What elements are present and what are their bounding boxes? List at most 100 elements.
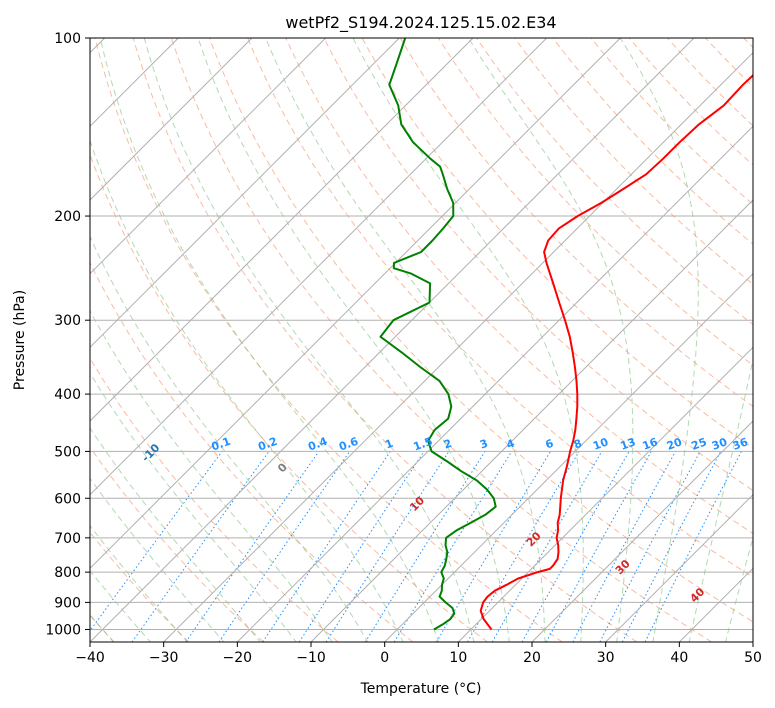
mixing-ratio-label: 6 xyxy=(544,437,556,452)
mixing-ratio-label: 3 xyxy=(478,437,490,452)
mixing-ratio-label: 36 xyxy=(731,435,750,453)
chart-title: wetPf2_S194.2024.125.15.02.E34 xyxy=(285,13,556,33)
moist-adiabat-line xyxy=(99,38,440,642)
x-tick-label: 40 xyxy=(670,650,688,666)
isotherm-line xyxy=(90,38,548,496)
moist-adiabat-line xyxy=(90,477,225,642)
y-tick-label: 700 xyxy=(54,531,81,547)
dry-adiabat-line xyxy=(514,38,753,285)
isotherm-line xyxy=(90,38,474,422)
isotherm-line xyxy=(384,272,753,642)
mixing-ratio-label: 16 xyxy=(641,435,660,453)
y-tick-label: 1000 xyxy=(45,622,81,638)
y-tick-label: 600 xyxy=(54,491,81,507)
moist-adiabat-line xyxy=(90,524,188,642)
isotherm-line xyxy=(531,420,753,642)
mixing-ratio-line xyxy=(621,451,722,642)
mixing-ratio-line xyxy=(545,451,652,642)
isotherm-line xyxy=(90,38,621,570)
dry-adiabat-line xyxy=(361,38,753,449)
x-tick-label: 20 xyxy=(523,650,541,666)
x-tick-label: −30 xyxy=(149,650,179,666)
x-tick-label: 30 xyxy=(597,650,615,666)
mixing-ratio-label: 20 xyxy=(665,435,684,453)
y-axis-label: Pressure (hPa) xyxy=(12,290,28,390)
mixing-ratio-line xyxy=(90,451,223,632)
mixing-ratio-label: 30 xyxy=(710,435,729,453)
mixing-ratio-line xyxy=(185,451,320,642)
mixing-ratio-label: 0.6 xyxy=(337,435,360,454)
isotherm-line xyxy=(236,125,753,642)
dry-adiabat-line xyxy=(170,38,712,642)
moist-adiabat-line xyxy=(688,356,753,642)
dry-adiabat-line xyxy=(132,38,638,642)
isotherm-line xyxy=(90,38,400,349)
mixing-ratio-line xyxy=(298,451,425,642)
x-tick-label: 10 xyxy=(449,650,467,666)
mixing-ratio-label: 0.4 xyxy=(306,435,329,454)
dry-adiabat-line xyxy=(552,38,753,245)
y-tick-label: 400 xyxy=(54,387,81,403)
dry-adiabat-line xyxy=(90,446,264,642)
mixing-ratio-label: 1.5 xyxy=(412,435,435,454)
mixing-ratio-label: 8 xyxy=(572,437,584,452)
y-tick-label: 900 xyxy=(54,595,81,611)
moist-adiabat-line xyxy=(725,535,753,642)
y-tick-label: 500 xyxy=(54,444,81,460)
dewpoint-line xyxy=(379,38,497,631)
x-tick-label: 0 xyxy=(380,650,389,666)
moist-adiabat-line xyxy=(468,38,634,642)
moist-adiabats xyxy=(90,38,753,642)
mixing-ratio-line xyxy=(262,451,391,642)
mixing-ratio-label: 2 xyxy=(442,437,454,452)
dry-adiabat-line xyxy=(590,38,753,206)
mixing-ratio-label: 0.2 xyxy=(256,435,279,454)
moist-adiabat-line xyxy=(197,38,510,642)
dry-adiabat-line xyxy=(285,38,753,535)
isotherm-line xyxy=(90,38,253,201)
dry-adiabats xyxy=(90,38,753,642)
mixing-ratio-line xyxy=(521,451,630,642)
dry-adiabat-line xyxy=(323,38,753,492)
isotherm-line xyxy=(163,51,753,642)
dry-adiabat-line xyxy=(90,261,414,642)
y-tick-label: 800 xyxy=(54,565,81,581)
x-tick-label: 50 xyxy=(744,650,762,666)
mixing-ratio-label: 1 xyxy=(383,437,395,452)
line-labels: -100-90-80-70-60-50-40-30-20-100.10.20.4… xyxy=(90,425,750,605)
moist-adiabat-line xyxy=(619,38,699,642)
mixing-ratio-label: 25 xyxy=(690,435,709,452)
isotherm-line xyxy=(90,38,327,275)
isotherm-line xyxy=(605,493,753,642)
isotherm-line xyxy=(310,199,753,642)
isotherm-line xyxy=(90,38,695,642)
isobars xyxy=(90,38,753,630)
plot-area: -100-90-80-70-60-50-40-30-20-100.10.20.4… xyxy=(90,38,753,642)
isotherm-line xyxy=(457,346,753,642)
dry-adiabat-line xyxy=(437,38,753,366)
y-axis: 100 200 300 400 500 600 700 800 900 1000 xyxy=(45,31,90,638)
x-tick-label: −10 xyxy=(296,650,326,666)
x-tick-label: −40 xyxy=(75,650,105,666)
moist-adiabat-line xyxy=(90,427,261,642)
x-axis-label: Temperature (°C) xyxy=(360,681,482,697)
x-axis: −40 −30 −20 −10 0 10 20 30 40 50 xyxy=(75,642,762,666)
dry-adiabat-line xyxy=(208,38,753,623)
dry-adiabat-line xyxy=(90,153,488,642)
plot-frame xyxy=(89,37,754,643)
isotherms xyxy=(90,38,753,642)
moist-adiabat-line xyxy=(90,139,404,642)
dry-adiabat-line xyxy=(90,357,339,642)
moist-adiabat-line xyxy=(90,372,297,642)
moist-adiabat-line xyxy=(90,569,152,642)
y-tick-label: 300 xyxy=(54,313,81,329)
mixing-ratio-line xyxy=(218,451,351,642)
mixing-ratio-label: 4 xyxy=(505,437,517,452)
mixing-ratio-label: 0.1 xyxy=(210,435,233,454)
mixing-ratio-line xyxy=(393,451,513,642)
mixing-ratio-line xyxy=(572,451,676,642)
mixing-ratio-label: 13 xyxy=(619,435,638,452)
temperature-line xyxy=(479,74,753,631)
moist-adiabat-line xyxy=(265,38,546,642)
